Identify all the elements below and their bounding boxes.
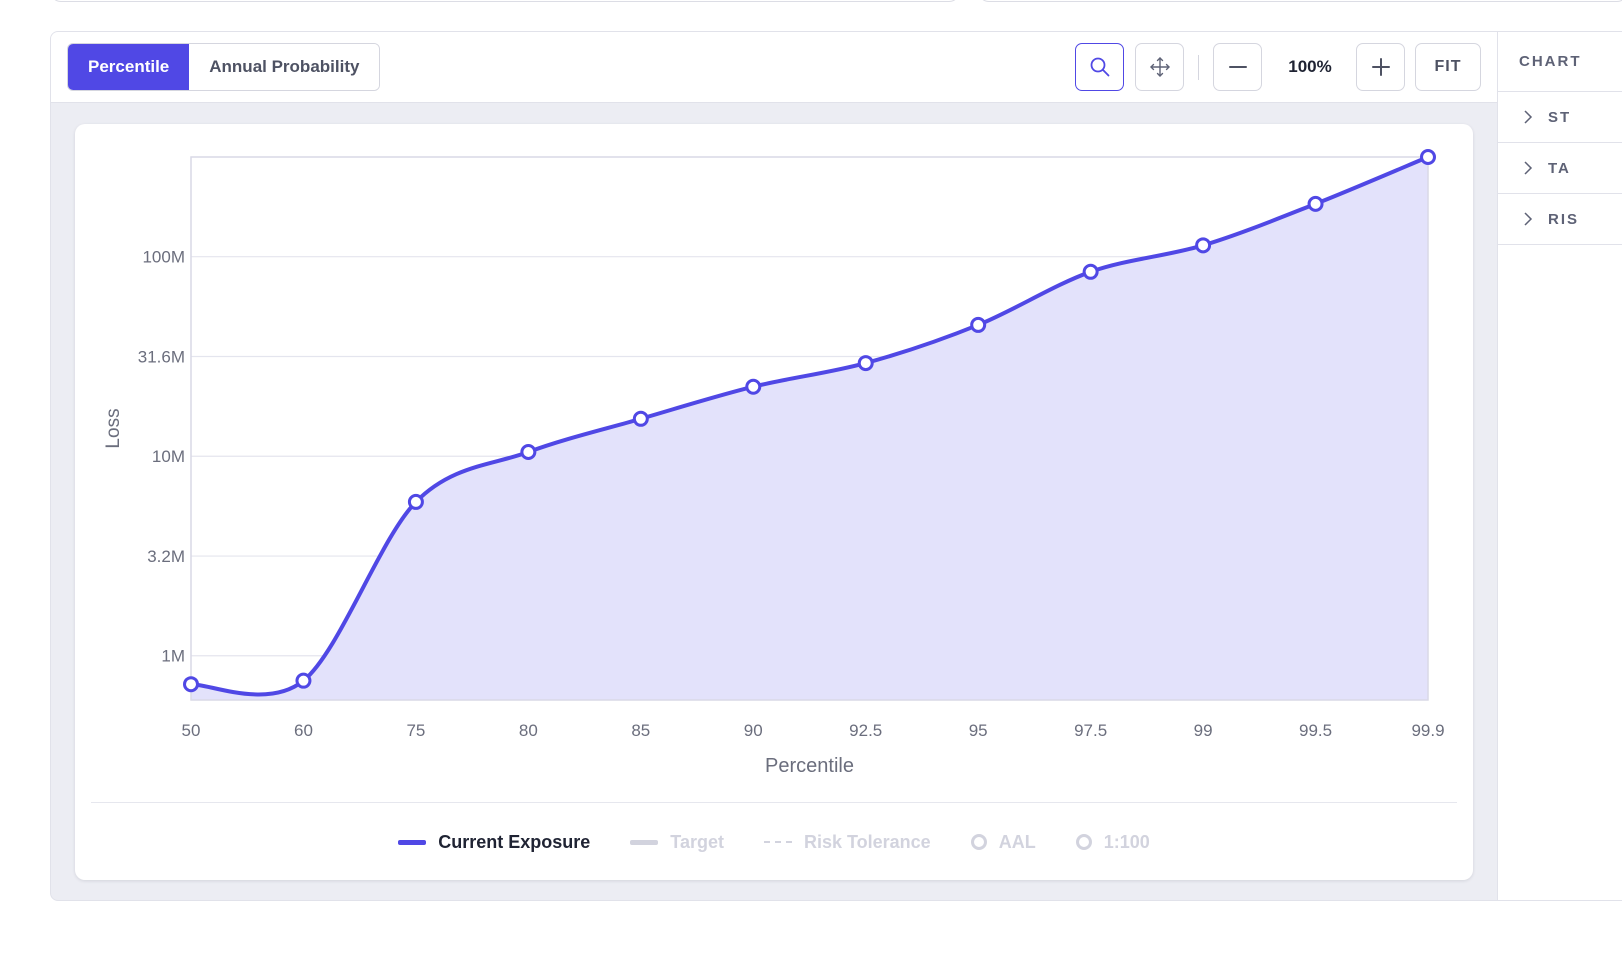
- x-tick-label: 97.5: [1074, 721, 1107, 740]
- data-point[interactable]: [407, 493, 424, 510]
- data-point[interactable]: [520, 443, 537, 460]
- y-tick-label: 1M: [161, 647, 185, 666]
- legend-target[interactable]: Target: [630, 832, 724, 853]
- chart-card: 1M 3.2M 10M 31.6M 100M 50 60 75 80 85 90 92.5 95 97.…: [75, 124, 1473, 880]
- data-point[interactable]: [1307, 195, 1324, 212]
- legend-label: Current Exposure: [438, 831, 591, 852]
- y-tick-label: 100M: [142, 248, 185, 267]
- data-point[interactable]: [1420, 149, 1436, 165]
- top-card-left-edge: [50, 0, 960, 2]
- x-tick-label: 60: [294, 721, 313, 740]
- pan-arrows-icon: [1149, 57, 1170, 77]
- legend-risk-tolerance[interactable]: Risk Tolerance: [763, 831, 931, 853]
- data-point[interactable]: [1195, 237, 1212, 254]
- data-point[interactable]: [183, 676, 199, 693]
- settings-section-label: TA: [1548, 159, 1571, 177]
- current-exposure-line: [189, 155, 1430, 697]
- risk-tolerance-swatch: [763, 841, 792, 843]
- settings-section-ris[interactable]: RIS: [1498, 194, 1622, 245]
- tab-annual-probability[interactable]: Annual Probability: [189, 44, 380, 90]
- x-tick-label: 99: [1194, 721, 1213, 740]
- legend-label: AAL: [998, 831, 1036, 852]
- settings-section-ta[interactable]: TA: [1498, 143, 1622, 194]
- chart-panel: Percentile Annual Probability: [50, 31, 1622, 901]
- x-tick-label: 95: [969, 721, 988, 740]
- legend-label: 1:100: [1103, 831, 1150, 852]
- exposure-area: [191, 157, 1428, 700]
- data-point[interactable]: [857, 355, 874, 372]
- settings-section-label: ST: [1548, 108, 1572, 126]
- data-point[interactable]: [1082, 263, 1099, 280]
- chart-toolbar: Percentile Annual Probability: [51, 32, 1497, 103]
- data-point[interactable]: [632, 410, 649, 427]
- y-tick-label: 10M: [152, 447, 185, 466]
- x-axis-label: Percentile: [765, 755, 854, 777]
- y-tick-label: 3.2M: [147, 547, 185, 566]
- chevron-right-icon: [1524, 212, 1533, 226]
- settings-panel-title: CHART: [1498, 32, 1622, 92]
- x-tick-label: 99.9: [1411, 721, 1444, 740]
- fit-button[interactable]: FIT: [1415, 43, 1481, 91]
- plot-frame: [190, 156, 1429, 701]
- data-point[interactable]: [970, 316, 987, 333]
- x-tick-label: 99.5: [1299, 721, 1332, 740]
- x-tick-label: 50: [182, 721, 201, 740]
- pan-button[interactable]: [1135, 43, 1184, 91]
- legend-aal[interactable]: AAL: [970, 831, 1036, 853]
- zoom-out-button[interactable]: [1213, 43, 1262, 91]
- chevron-right-icon: [1524, 110, 1533, 124]
- legend-current-exposure[interactable]: Current Exposure: [398, 832, 590, 853]
- chevron-right-icon: [1524, 161, 1533, 175]
- legend-label: Target: [670, 831, 724, 852]
- toolbar-divider: [1198, 55, 1199, 80]
- legend-divider: [91, 802, 1457, 803]
- minus-icon: [1228, 66, 1247, 68]
- aal-circle-icon: [970, 834, 987, 850]
- zoom-select-button[interactable]: [1075, 43, 1124, 91]
- current-exposure-swatch: [398, 839, 427, 845]
- x-tick-label: 85: [631, 721, 650, 740]
- x-tick-label: 75: [406, 721, 425, 740]
- 1-in-100-circle-icon: [1075, 834, 1092, 850]
- search-icon: [1090, 57, 1109, 77]
- plus-icon: [1371, 58, 1390, 76]
- settings-section-st[interactable]: ST: [1498, 92, 1622, 143]
- legend-label: Risk Tolerance: [803, 831, 931, 852]
- y-axis-label: Loss: [103, 408, 124, 448]
- y-tick-label: 31.6M: [138, 348, 185, 367]
- x-tick-label: 80: [519, 721, 538, 740]
- legend-1-in-100[interactable]: 1:100: [1075, 831, 1150, 853]
- chart-legend: Current Exposure Target Risk Tolerance A…: [75, 824, 1473, 860]
- zoom-in-button[interactable]: [1356, 43, 1405, 91]
- top-card-right-edge: [978, 0, 1622, 2]
- loss-exceedance-chart: 1M 3.2M 10M 31.6M 100M 50 60 75 80 85 90 92.5 95 97.…: [103, 149, 1445, 777]
- data-point[interactable]: [295, 672, 312, 689]
- settings-section-label: RIS: [1548, 210, 1580, 228]
- data-point[interactable]: [745, 378, 762, 395]
- x-tick-label: 90: [744, 721, 763, 740]
- target-swatch: [630, 839, 659, 845]
- tab-percentile[interactable]: Percentile: [68, 44, 190, 90]
- zoom-level: 100%: [1288, 57, 1332, 76]
- chart-settings-panel: CHART ST TA RIS: [1497, 32, 1622, 900]
- x-tick-label: 92.5: [849, 721, 882, 740]
- view-mode-toggle: Percentile Annual Probability: [67, 43, 381, 91]
